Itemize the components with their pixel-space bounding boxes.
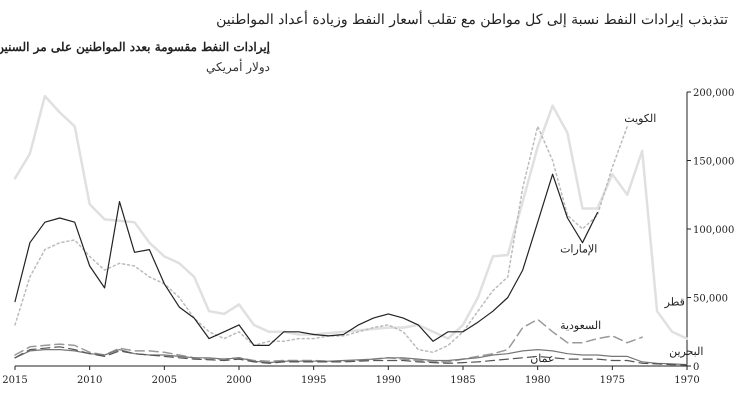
y-tick-label: 200,000 [693,88,734,99]
series-label-5: البحرين [669,345,703,358]
series-label-3: الإمارات [560,242,597,255]
x-tick-label: 2015 [2,375,27,386]
y-tick-label: 50,000 [693,294,728,305]
series-line-1 [13,94,689,340]
x-tick-label: 1990 [376,375,401,386]
x-tick-label: 1985 [450,375,475,386]
x-tick-label: 1970 [674,375,699,386]
series-label-1: قطر [664,296,685,309]
chart-lines [13,94,689,366]
chart-axes: 2015 2010 2005 2000 1995 1990 1985 1980 1975 1970… [2,88,734,386]
x-tick-label: 2010 [77,375,102,386]
series-label-4: السعودية [560,319,601,332]
series-line-2 [14,125,629,354]
series-line-5 [14,349,688,366]
x-tick-label: 1995 [301,375,326,386]
series-line-3 [14,173,599,346]
series-label-2: الكويت [624,112,656,125]
series-line-6 [14,346,688,366]
x-tick-label: 1980 [525,375,550,386]
x-tick-label: 2005 [152,375,177,386]
y-tick-label: 0 [693,362,699,373]
chart-title: تتذبذب إيرادات النفط نسبة إلى كل مواطن م… [216,12,728,28]
x-tick-label: 2000 [226,375,251,386]
x-tick-label: 1975 [600,375,625,386]
series-labels: قطر الكويت الإمارات السعودية البحرين عمان [530,112,703,365]
chart-subtitle: إيرادات النفط مقسومة بعدد المواطنين على … [0,40,270,54]
y-tick-label: 100,000 [693,225,734,236]
series-label-6: عمان [530,352,554,365]
y-tick-label: 150,000 [693,157,734,168]
unit-label: دولار أمريكي [206,60,270,74]
